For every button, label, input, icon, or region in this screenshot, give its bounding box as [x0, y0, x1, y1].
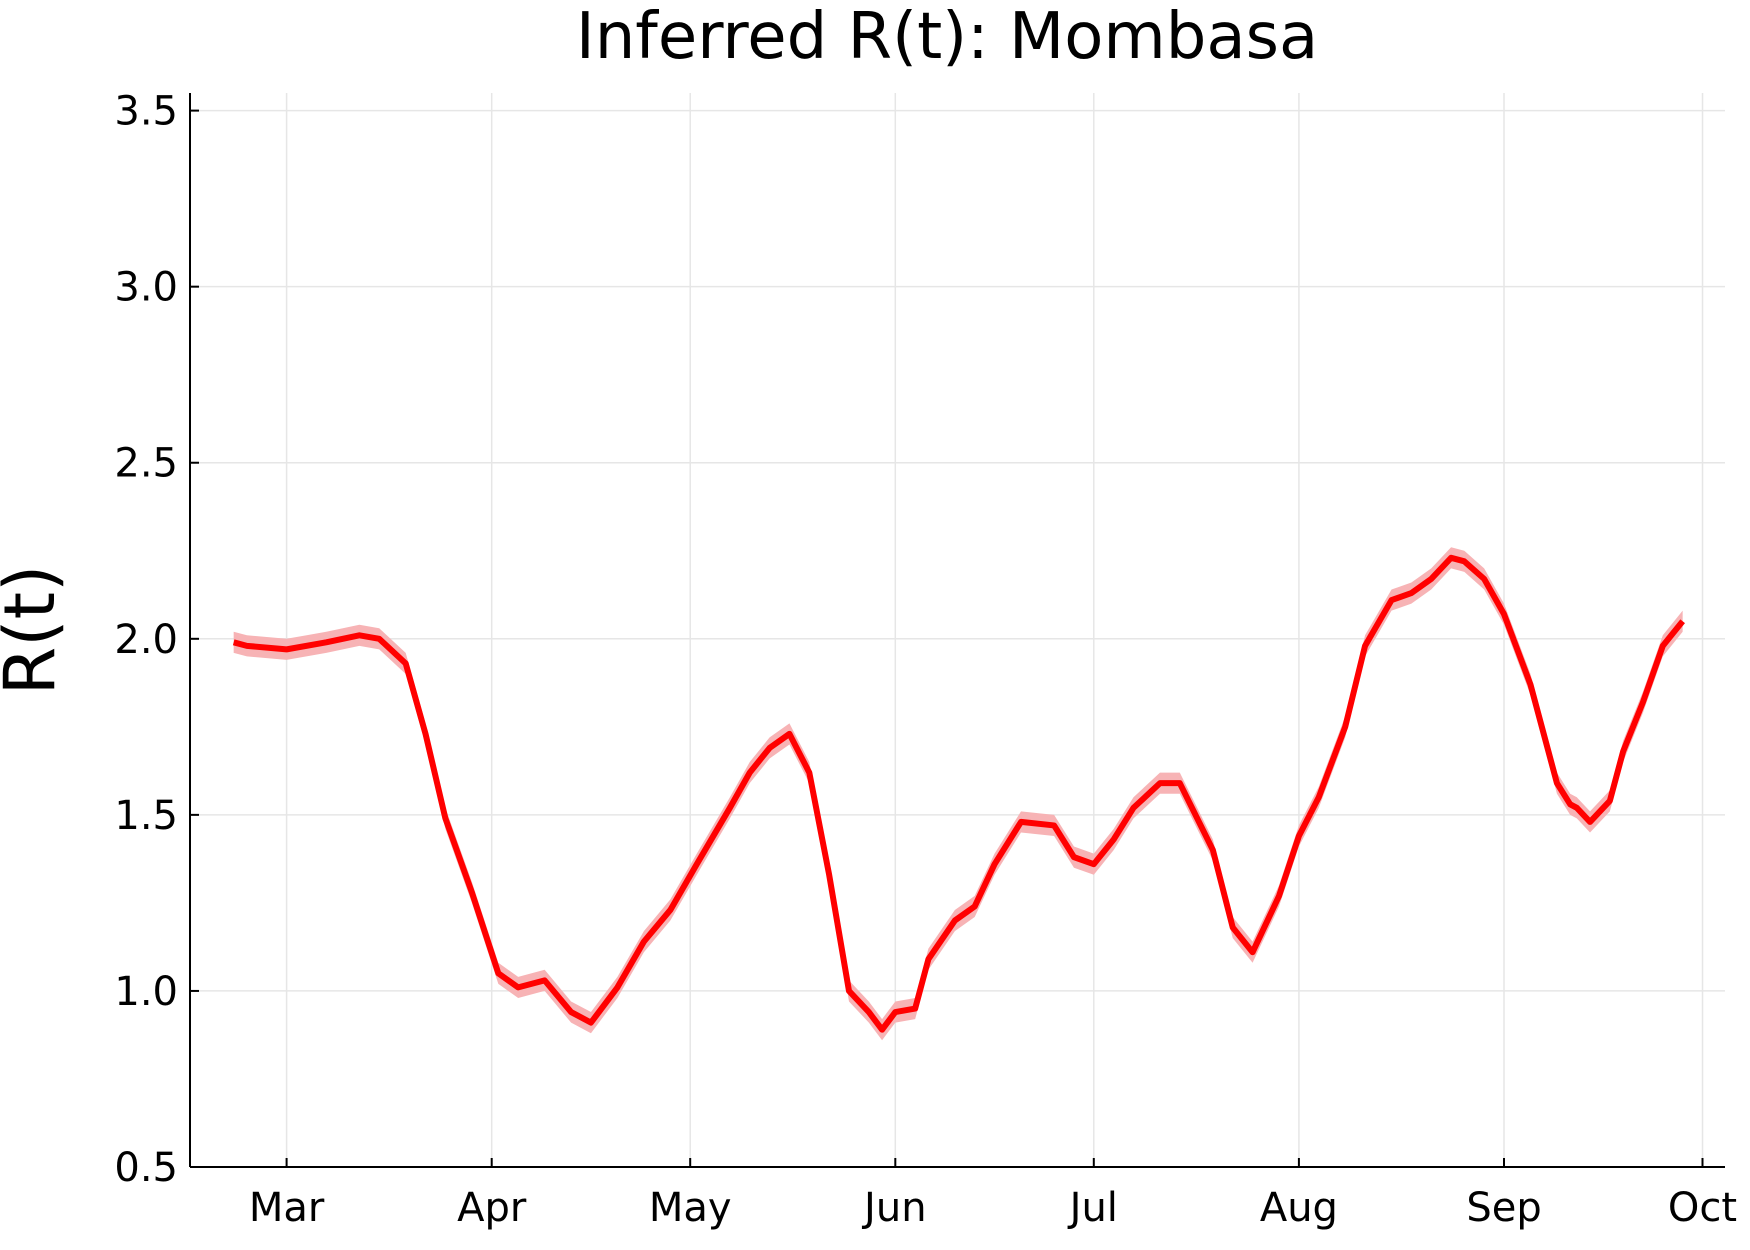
- x-tick-label: Jun: [861, 1185, 927, 1231]
- y-tick-label: 2.0: [114, 617, 178, 663]
- x-tick-label: Jul: [1067, 1185, 1118, 1231]
- y-tick-label: 2.5: [114, 441, 178, 487]
- confidence-band: [233, 547, 1683, 1041]
- x-tick-label: Apr: [457, 1185, 527, 1231]
- chart-title: Inferred R(t): Mombasa: [576, 0, 1318, 74]
- y-tick-label: 1.5: [114, 793, 178, 839]
- x-tick-label: May: [649, 1185, 732, 1231]
- x-tick-label: Mar: [249, 1185, 325, 1231]
- y-tick-label: 0.5: [114, 1145, 178, 1191]
- x-tick-label: Sep: [1466, 1185, 1541, 1231]
- y-tick-label: 1.0: [114, 969, 178, 1015]
- x-tick-label: Aug: [1260, 1185, 1338, 1231]
- y-tick-label: 3.0: [114, 265, 178, 311]
- x-tick-label: Oct: [1668, 1185, 1737, 1231]
- y-tick-label: 3.5: [114, 89, 178, 135]
- y-axis-label: R(t): [0, 565, 71, 696]
- line: [232, 554, 1685, 1033]
